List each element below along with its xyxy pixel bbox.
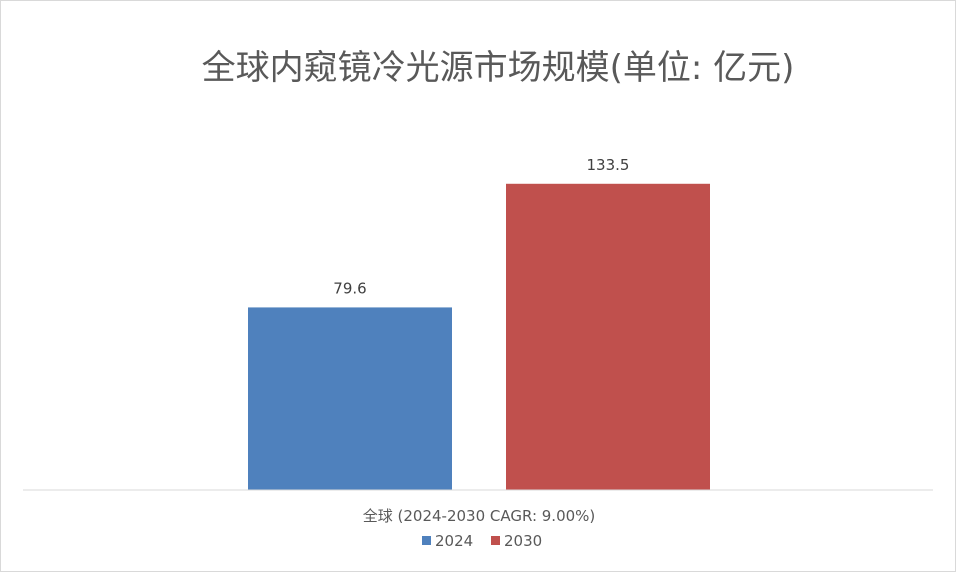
bar-2030 — [506, 183, 710, 491]
legend-swatch-2030 — [491, 536, 500, 545]
bar-2024 — [248, 307, 452, 490]
data-label-2030: 133.5 — [587, 156, 630, 174]
bars-layer: 79.6 133.5 — [248, 156, 710, 491]
legend-label-2024: 2024 — [435, 532, 473, 550]
legend: 2024 2030 — [422, 532, 542, 550]
legend-label-2030: 2030 — [504, 532, 542, 550]
legend-swatch-2024 — [422, 536, 431, 545]
x-tick-label: 全球 (2024-2030 CAGR: 9.00%) — [363, 507, 596, 525]
data-label-2024: 79.6 — [333, 279, 366, 297]
chart-title: 全球内窥镜冷光源市场规模(单位: 亿元) — [202, 48, 795, 88]
